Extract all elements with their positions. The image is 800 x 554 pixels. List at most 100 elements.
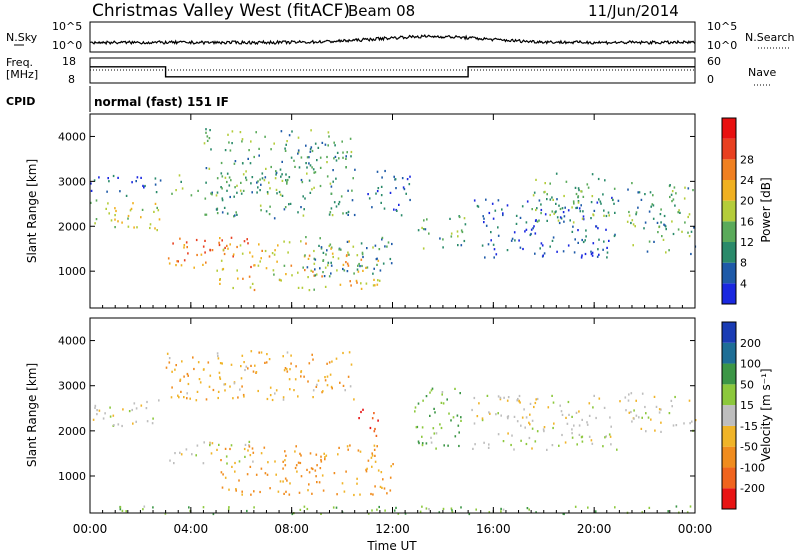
scatter-cell (208, 167, 211, 170)
scatter-cell (125, 194, 128, 197)
scatter-cell (376, 445, 378, 448)
scatter-cell (494, 209, 497, 212)
scatter-cell (514, 239, 516, 242)
scatter-cell (153, 210, 155, 213)
scatter-cell (330, 385, 333, 388)
scatter-cell (562, 250, 565, 253)
scatter-cell (300, 475, 303, 478)
scatter-cell (384, 509, 386, 512)
scatter-cell (519, 401, 521, 404)
scatter-cell (302, 195, 304, 198)
scatter-cell (367, 512, 370, 515)
scatter-cell (571, 415, 573, 418)
scatter-cell (249, 454, 252, 457)
scatter-cell (374, 460, 377, 463)
scatter-cell (286, 479, 288, 482)
scatter-cell (282, 396, 285, 399)
scatter-cell (203, 142, 206, 145)
cpid-label: CPID (6, 95, 35, 108)
scatter-cell (610, 443, 612, 446)
scatter-cell (260, 209, 262, 212)
scatter-cell (264, 249, 267, 253)
scatter-cell (233, 382, 236, 385)
scatter-cell (289, 368, 291, 371)
scatter-cell (335, 205, 338, 208)
scatter-cell (242, 189, 245, 192)
colorbar-tick-label: 15 (740, 399, 754, 412)
scatter-cell (458, 444, 460, 448)
scatter-cell (254, 264, 256, 267)
scatter-cell (306, 166, 308, 169)
scatter-cell (580, 436, 583, 439)
scatter-cell (336, 493, 338, 496)
scatter-cell (525, 221, 528, 224)
scatter-cell (197, 361, 200, 364)
scatter-cell (447, 444, 449, 447)
scatter-cell (183, 396, 185, 399)
scatter-cell (551, 239, 554, 242)
scatter-cell (236, 213, 238, 216)
scatter-cell (591, 442, 594, 445)
scatter-band-0 (92, 399, 160, 428)
scatter-cell (535, 511, 537, 514)
scatter-cell (340, 248, 342, 251)
scatter-cell (577, 187, 580, 190)
scatter-cell (389, 191, 392, 194)
scatter-band-4 (203, 128, 356, 220)
scatter-cell (217, 354, 219, 358)
scatter-cell (617, 199, 620, 202)
scatter-cell (186, 392, 188, 395)
scatter-cell (366, 467, 368, 470)
scatter-cell (373, 278, 375, 281)
scatter-cell (368, 197, 371, 200)
scatter-cell (95, 199, 98, 202)
scatter-cell (347, 210, 350, 213)
scatter-cell (534, 232, 537, 235)
scatter-cell (256, 191, 258, 194)
scatter-cell (314, 142, 317, 145)
scatter-cell (654, 429, 656, 432)
scatter-cell (674, 204, 676, 207)
scatter-cell (588, 435, 591, 438)
scatter-cell (185, 241, 188, 244)
scatter-cell (637, 206, 639, 209)
scatter-cell (534, 440, 537, 443)
scatter-cell (252, 370, 255, 373)
scatter-cell (422, 247, 425, 250)
scatter-cell (247, 242, 249, 245)
colorbar-swatch (722, 159, 736, 180)
scatter-cell (317, 379, 320, 382)
scatter-cell (316, 464, 318, 467)
scatter-cell (109, 406, 111, 409)
scatter-cell (229, 149, 232, 152)
scatter-cell (536, 397, 539, 401)
scatter-cell (311, 353, 313, 356)
scatter-cell (458, 215, 461, 219)
velocity-panel (92, 350, 697, 516)
scatter-cell (166, 352, 169, 355)
scatter-cell (208, 137, 211, 140)
scatter-cell (376, 283, 379, 286)
scatter-cell (426, 218, 428, 221)
scatter-cell (610, 425, 612, 428)
scatter-cell (463, 217, 466, 220)
scatter-cell (239, 388, 241, 391)
scatter-cell (380, 194, 383, 197)
scatter-cell (441, 393, 443, 396)
scatter-cell (239, 244, 242, 247)
scatter-cell (313, 249, 315, 253)
scatter-cell (337, 203, 340, 206)
scatter-cell (663, 223, 665, 226)
scatter-cell (108, 180, 110, 183)
scatter-cell (456, 230, 459, 233)
scatter-cell (143, 186, 145, 189)
scatter-cell (577, 241, 579, 244)
cpid-text: normal (fast) 151 IF (94, 95, 229, 109)
scatter-cell (686, 511, 689, 514)
scatter-cell (284, 206, 287, 209)
scatter-cell (528, 508, 530, 511)
scatter-cell (237, 277, 239, 280)
scatter-cell (520, 439, 522, 442)
scatter-cell (319, 467, 322, 470)
nsearch-tick-top: 10^5 (707, 20, 737, 33)
